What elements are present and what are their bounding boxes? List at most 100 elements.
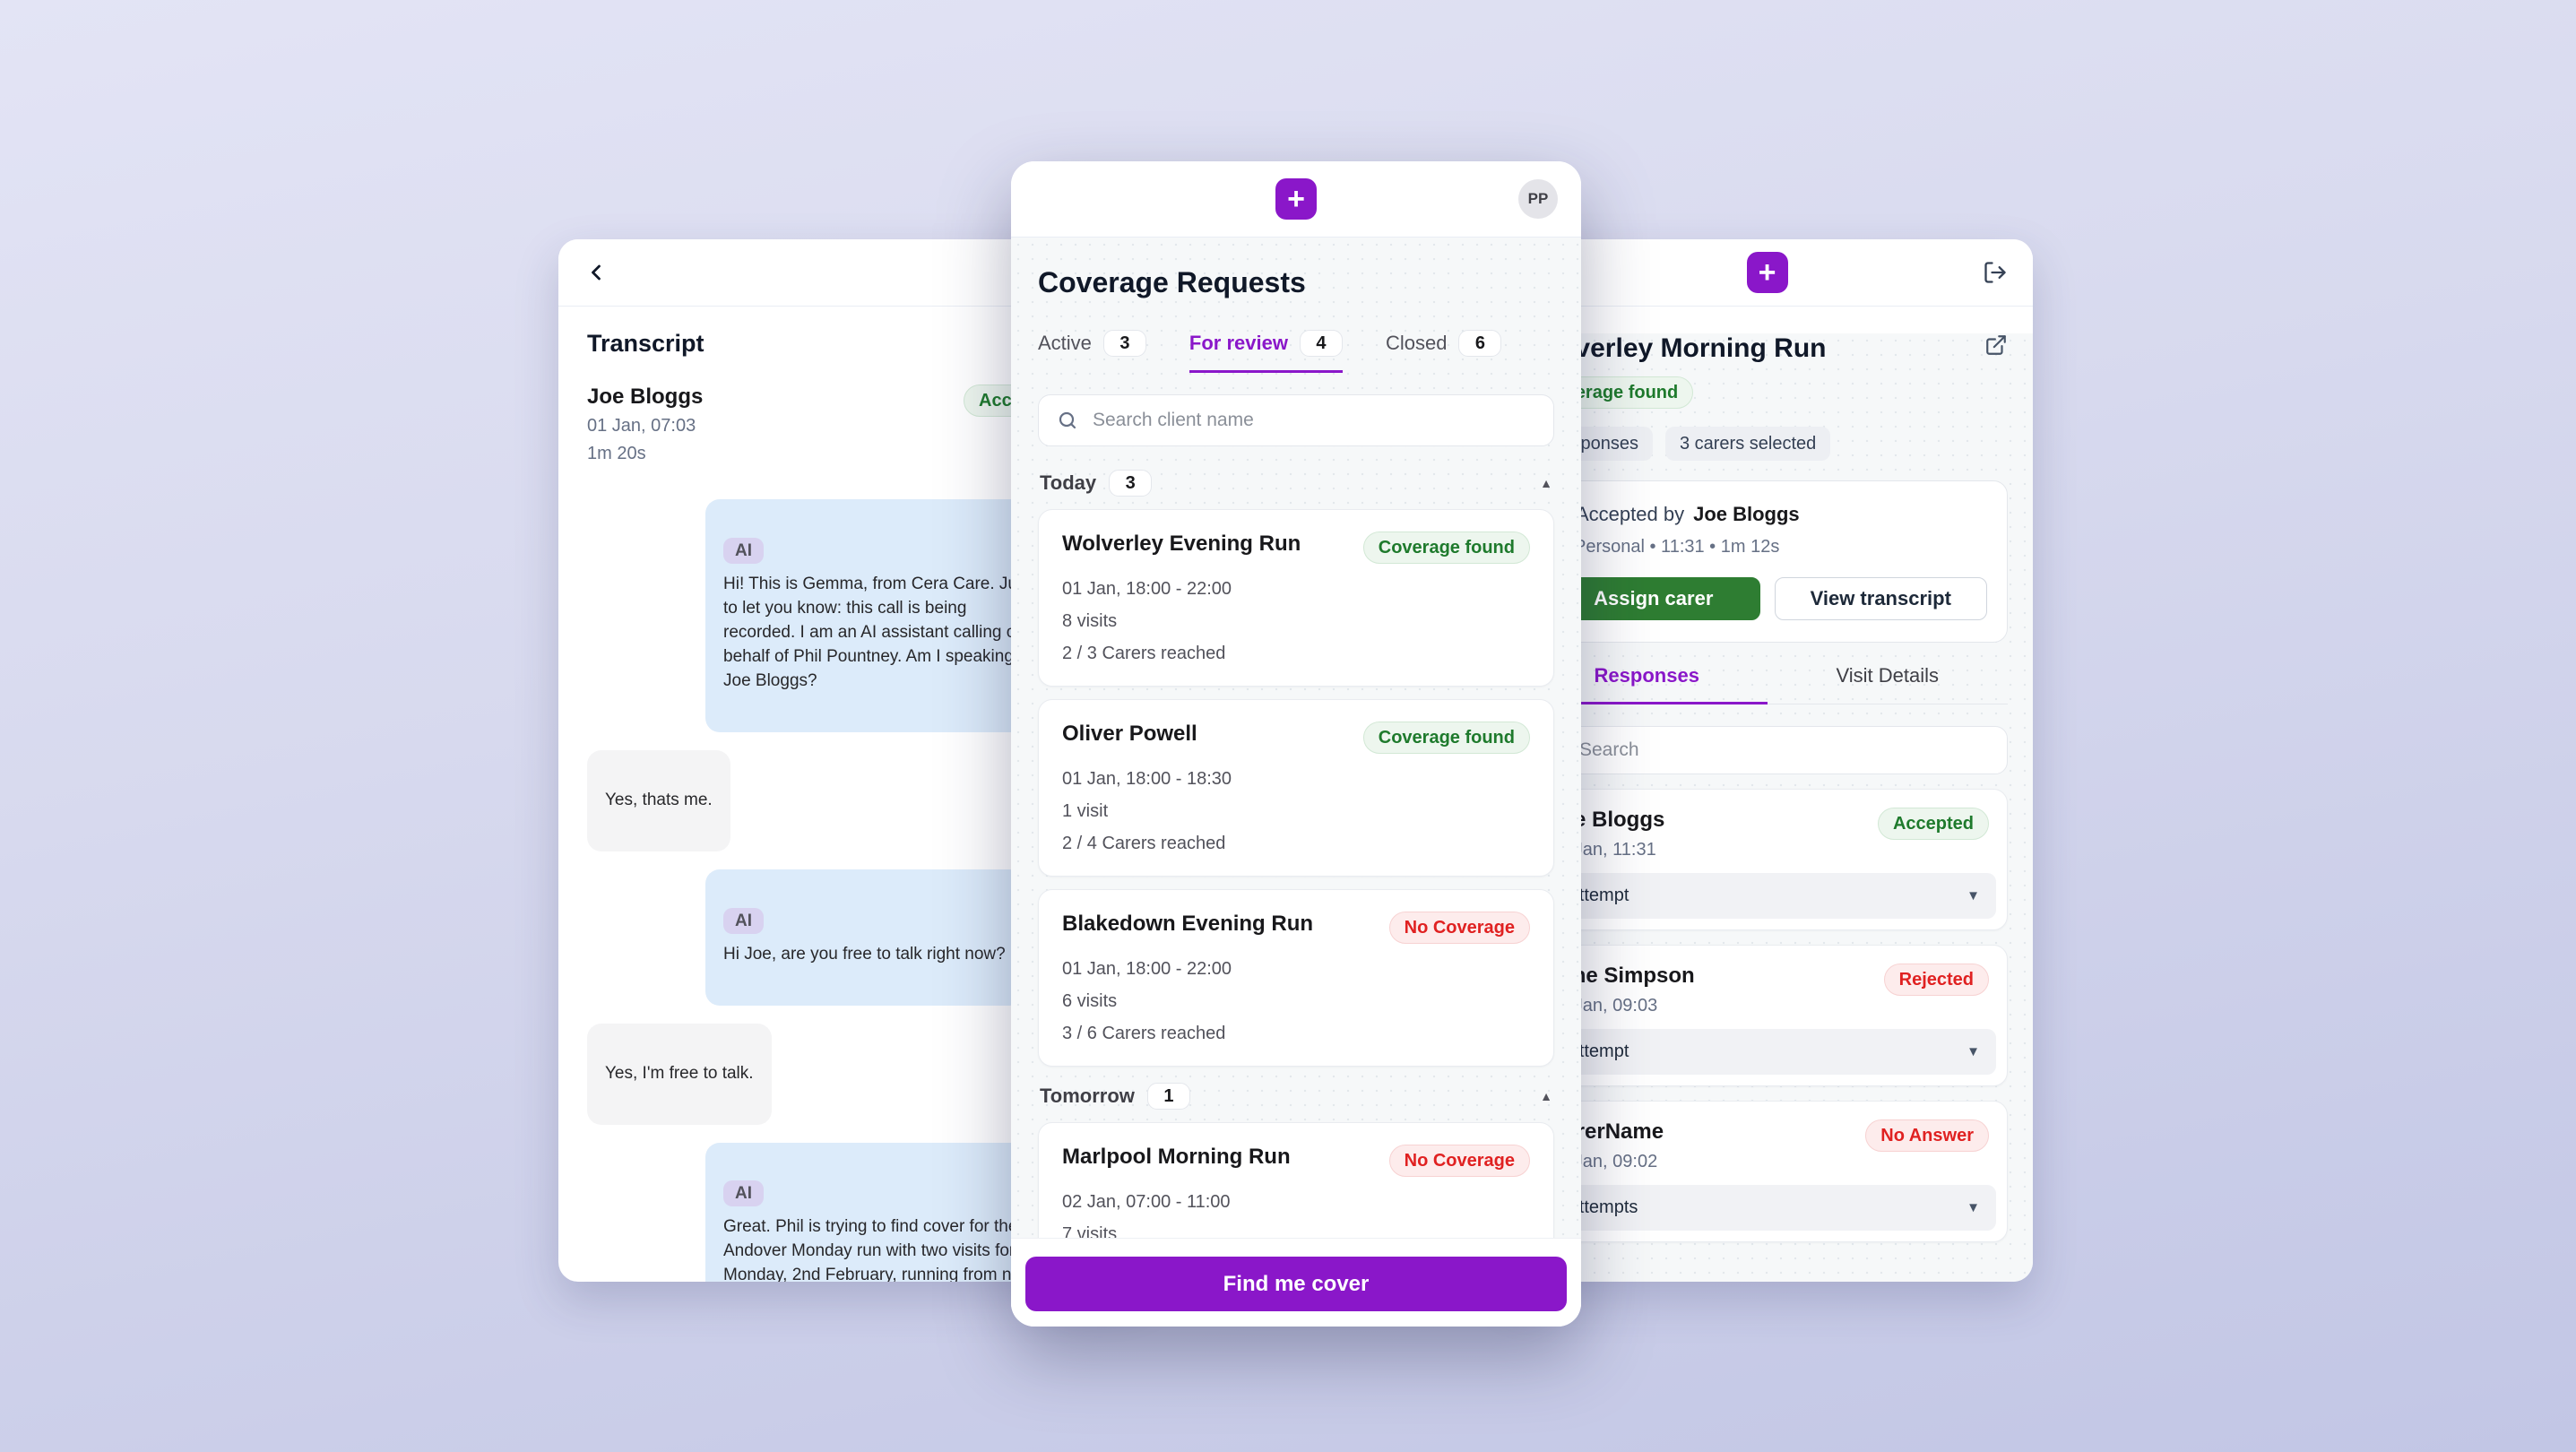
ai-message: AI Hi Joe, are you free to talk right no… [705, 869, 1024, 1006]
collapse-icon[interactable]: ▲ [1540, 476, 1552, 490]
ai-chip: AI [723, 1180, 764, 1207]
tab-label: Closed [1385, 332, 1448, 354]
message-text: Yes, I'm free to talk. [605, 1063, 754, 1083]
chevron-left-icon [583, 260, 609, 285]
request-time: 02 Jan, 07:00 - 11:00 [1062, 1192, 1231, 1212]
transcript-body: Transcript Joe Bloggs 01 Jan, 07:03 1m 2… [558, 307, 1148, 1282]
attempts-accordion[interactable]: 1 attempt ▼ [1538, 873, 1996, 919]
add-request-button[interactable]: + [1275, 178, 1317, 220]
modal-header: + PP [1011, 161, 1581, 238]
response-status-badge: No Answer [1865, 1119, 1989, 1152]
message-list: AI Hi! This is Gemma, from Cera Care. Ju… [587, 499, 1119, 1282]
tab-visit-details[interactable]: Visit Details [1836, 664, 1940, 687]
call-duration: 1m 20s [587, 444, 646, 463]
request-carers: 2 / 4 Carers reached [1062, 834, 1226, 853]
response-date: 01 Jan, 11:31 [1549, 840, 1656, 860]
section-count: 1 [1146, 1083, 1190, 1110]
section-today: Today 3 ▲ [1040, 470, 1552, 497]
message-text: Yes, thats me. [605, 790, 713, 809]
coverage-requests-modal: + PP Coverage Requests Active 3 For revi… [1011, 161, 1581, 1327]
plus-icon: + [1287, 182, 1305, 216]
search-icon [1057, 410, 1078, 431]
ai-message: AI Great. Phil is trying to find cover f… [705, 1142, 1061, 1282]
chevron-down-icon: ▼ [1967, 1200, 1980, 1215]
call-meta: Personal • 11:31 • 1m 12s [1574, 537, 1780, 557]
open-external-button[interactable] [1984, 333, 2008, 357]
request-visits: 1 visit [1062, 801, 1109, 821]
responses-search-input[interactable] [1578, 739, 1989, 762]
coverage-badge: No Coverage [1388, 912, 1530, 944]
detail-body: Wolverley Morning Run Coverage found 3 r… [1501, 333, 2033, 1282]
message-text: Hi Joe, are you free to talk right now? [723, 944, 1006, 964]
response-card: CarerName 01 Jan, 09:02 No Answer 2 atte… [1526, 1101, 2008, 1242]
attempts-accordion[interactable]: 2 attempts ▼ [1538, 1185, 1996, 1231]
modal-footer: Find me cover [1011, 1238, 1581, 1327]
client-search [1038, 394, 1554, 446]
collapse-icon[interactable]: ▲ [1540, 1089, 1552, 1103]
request-title: Wolverley Evening Run [1062, 532, 1301, 556]
request-title: Oliver Powell [1062, 722, 1197, 746]
modal-body: Coverage Requests Active 3 For review 4 … [1011, 238, 1581, 1327]
request-time: 01 Jan, 18:00 - 22:00 [1062, 959, 1232, 979]
attempts-accordion[interactable]: 1 attempt ▼ [1538, 1029, 1996, 1075]
request-carers: 3 / 6 Carers reached [1062, 1024, 1226, 1043]
request-visits: 8 visits [1062, 611, 1118, 631]
client-search-input[interactable] [1091, 409, 1535, 432]
transcript-title: Transcript [587, 330, 705, 357]
modal-title: Coverage Requests [1038, 266, 1306, 298]
request-title: Marlpool Morning Run [1062, 1145, 1291, 1169]
ai-chip: AI [723, 537, 764, 564]
coverage-badge: No Coverage [1388, 1145, 1530, 1177]
request-time: 01 Jan, 18:00 - 18:30 [1062, 769, 1232, 789]
tab-responses[interactable]: Responses [1526, 664, 1768, 704]
responses-search [1526, 726, 2008, 774]
tab-count: 4 [1299, 330, 1343, 357]
response-date: 01 Jan, 09:02 [1549, 1152, 1658, 1171]
section-label: Tomorrow [1040, 1085, 1135, 1107]
carers-selected-chip: 3 carers selected [1664, 427, 1831, 461]
assign-carer-button[interactable]: Assign carer [1547, 577, 1760, 620]
user-message: Yes, I'm free to talk. [587, 1023, 772, 1125]
chevron-down-icon: ▼ [1967, 888, 1980, 903]
logout-button[interactable] [1983, 260, 2008, 285]
plus-icon: + [1758, 255, 1776, 290]
tab-label: Active [1038, 332, 1092, 354]
caller-name: Joe Bloggs [587, 385, 704, 409]
tab-active[interactable]: Active 3 [1038, 330, 1146, 373]
tab-closed[interactable]: Closed 6 [1385, 330, 1502, 373]
request-visits: 6 visits [1062, 991, 1118, 1011]
detail-header: + [1501, 239, 2033, 307]
request-carers: 2 / 3 Carers reached [1062, 644, 1226, 663]
tab-for-review[interactable]: For review 4 [1189, 330, 1343, 373]
section-count: 3 [1109, 470, 1153, 497]
find-me-cover-button[interactable]: Find me cover [1025, 1257, 1567, 1311]
avatar[interactable]: PP [1518, 179, 1558, 219]
external-link-icon [1984, 333, 2008, 357]
section-tomorrow: Tomorrow 1 ▲ [1040, 1083, 1552, 1110]
coverage-badge: Coverage found [1362, 532, 1530, 564]
detail-tabs: Responses Visit Details [1526, 664, 2008, 704]
request-card[interactable]: Blakedown Evening Run No Coverage 01 Jan… [1038, 889, 1554, 1067]
response-date: 01 Jan, 09:03 [1549, 996, 1658, 1016]
ai-chip: AI [723, 907, 764, 934]
user-message: Yes, thats me. [587, 749, 730, 851]
message-text: Great. Phil is trying to find cover for … [723, 1217, 1034, 1282]
ai-message: AI Hi! This is Gemma, from Cera Care. Ju… [705, 499, 1067, 732]
coverage-badge: Coverage found [1362, 722, 1530, 754]
add-request-button[interactable]: + [1746, 252, 1788, 293]
request-time: 01 Jan, 18:00 - 22:00 [1062, 579, 1232, 599]
message-text: Hi! This is Gemma, from Cera Care. Just … [723, 574, 1049, 690]
view-transcript-button[interactable]: View transcript [1774, 577, 1987, 620]
response-card: Joe Bloggs 01 Jan, 11:31 Accepted 1 atte… [1526, 789, 2008, 930]
logout-icon [1983, 260, 2008, 285]
back-button[interactable] [583, 260, 609, 285]
response-status-badge: Accepted [1877, 808, 1989, 840]
request-card[interactable]: Oliver Powell Coverage found 01 Jan, 18:… [1038, 699, 1554, 877]
acceptance-summary-card: Accepted by Joe Bloggs Personal • 11:31 … [1526, 480, 2008, 643]
accepted-by-name: Joe Bloggs [1693, 503, 1800, 525]
request-card[interactable]: Wolverley Evening Run Coverage found 01 … [1038, 509, 1554, 687]
visit-detail-panel: + Wolverley Morning Run Coverage found [1501, 239, 2033, 1282]
response-card: Jane Simpson 01 Jan, 09:03 Rejected 1 at… [1526, 945, 2008, 1086]
section-label: Today [1040, 471, 1097, 494]
